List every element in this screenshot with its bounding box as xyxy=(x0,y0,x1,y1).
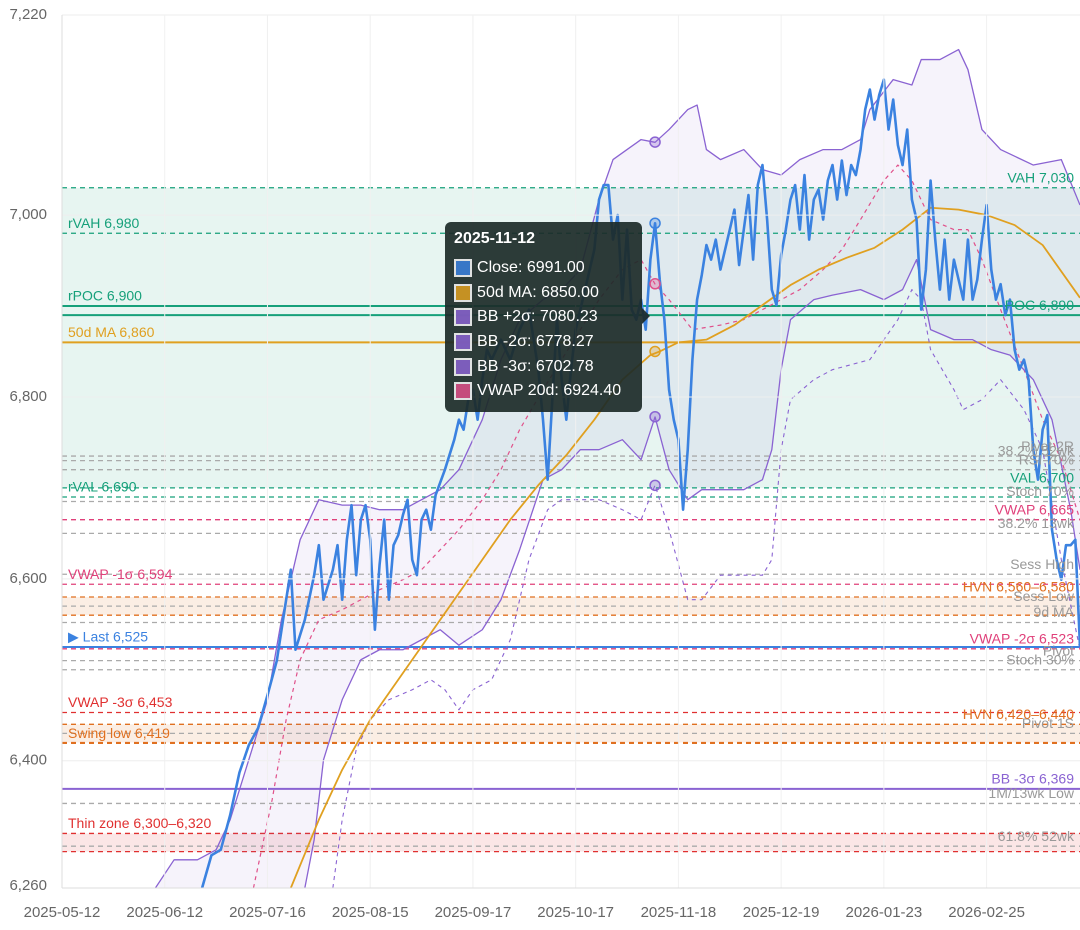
tooltip-name: BB -2σ xyxy=(477,333,536,351)
level-label: 61.8% 52wk xyxy=(998,828,1075,844)
tooltip-row: BB -3σ6702.78 xyxy=(454,354,633,379)
level-label: rPOC 6,900 xyxy=(68,288,142,304)
x-tick-label: 2025-11-18 xyxy=(641,904,717,921)
tooltip-value: 7080.23 xyxy=(539,308,598,326)
y-tick-label: 6,400 xyxy=(9,752,47,769)
level-label: Stoch 70% xyxy=(1006,483,1074,499)
tooltip-row: VWAP 20d6924.40 xyxy=(454,379,633,404)
hover-point xyxy=(649,136,661,148)
tooltip-swatch xyxy=(454,382,473,401)
tooltip-swatch xyxy=(454,283,473,302)
hover-point xyxy=(649,410,661,423)
tooltip-row: BB +2σ7080.23 xyxy=(454,305,633,330)
x-tick-label: 2025-05-12 xyxy=(24,904,101,921)
level-label: Thin zone 6,300–6,320 xyxy=(68,815,211,831)
level-label: rVAL 6,690 xyxy=(68,479,137,495)
tooltip-swatch xyxy=(454,333,473,352)
level-label: VAH 7,030 xyxy=(1007,169,1074,185)
y-tick-label: 7,000 xyxy=(9,206,47,223)
tooltip-value: 6924.40 xyxy=(563,382,622,400)
tooltip-name: VWAP 20d xyxy=(477,382,563,400)
level-label: 9d MA xyxy=(1034,604,1075,620)
level-label: VWAP -1σ 6,594 xyxy=(68,566,173,582)
level-label: VAL 6,700 xyxy=(1010,470,1074,486)
tooltip-name: Close xyxy=(477,259,527,277)
level-label: 38.2% 52wk xyxy=(998,442,1075,458)
level-label: 50d MA 6,860 xyxy=(68,324,155,340)
series-line xyxy=(154,48,1080,888)
tooltip-value: 6850.00 xyxy=(541,283,599,301)
level-label: VWAP 6,665 xyxy=(995,501,1075,517)
level-label: VWAP -2σ 6,523 xyxy=(970,631,1075,647)
y-tick-label: 7,220 xyxy=(9,6,47,23)
level-label: Pivot 1S xyxy=(1022,715,1074,731)
level-label: Pivot 2R xyxy=(1021,438,1074,454)
plot-area xyxy=(62,48,1080,888)
level-label: HVN 6,560–6,580 xyxy=(963,579,1075,595)
level-label: RSI 70% xyxy=(1019,451,1074,467)
series-line xyxy=(289,206,1080,888)
tooltip-name: BB +2σ xyxy=(477,308,540,326)
y-tick-label: 6,260 xyxy=(9,877,47,894)
tooltip-name: BB -3σ xyxy=(477,358,536,376)
tooltip-date: 2025-11-12 xyxy=(454,230,536,247)
y-tick-label: 6,800 xyxy=(9,388,47,405)
level-label: BB -3σ 6,369 xyxy=(991,771,1074,787)
tooltip-value: 6991.00 xyxy=(526,259,585,277)
x-tick-label: 2025-07-16 xyxy=(229,904,306,921)
tooltip-row: 50d MA6850.00 xyxy=(454,281,633,306)
x-tick-label: 2025-12-19 xyxy=(743,904,820,921)
hover-point xyxy=(649,217,661,229)
level-label: Stoch 30% xyxy=(1006,651,1074,667)
tooltip-swatch xyxy=(454,308,473,327)
level-label: 1M/13wk Low xyxy=(988,785,1074,801)
level-label: HVN 6,420–6,440 xyxy=(963,706,1075,722)
level-label: Pivot xyxy=(1043,642,1074,658)
y-tick-label: 6,600 xyxy=(9,570,47,587)
level-label: Sess High xyxy=(1010,556,1074,572)
x-tick-label: 2026-02-25 xyxy=(948,904,1025,921)
x-tick-label: 2025-06-12 xyxy=(126,904,203,921)
level-label: rVAH 6,980 xyxy=(68,215,140,231)
tooltip-value: 6702.78 xyxy=(535,357,594,375)
zone xyxy=(62,833,1080,852)
band-fill xyxy=(155,49,1080,888)
tooltip-value: 6778.27 xyxy=(535,333,594,351)
x-tick-label: 2025-08-15 xyxy=(332,904,409,921)
level-label: Swing low 6,419 xyxy=(68,725,170,741)
x-tick-label: 2025-09-17 xyxy=(435,904,512,921)
hover-point xyxy=(649,278,661,290)
series-line xyxy=(332,289,1080,888)
level-label: 38.2% 13wk xyxy=(998,515,1075,531)
tooltip-swatch xyxy=(454,259,473,278)
level-label: POC 6,890 xyxy=(1005,297,1074,313)
x-tick-label: 2025-10-17 xyxy=(537,904,614,921)
hover-point xyxy=(649,479,661,492)
tooltip-row: BB -2σ6778.27 xyxy=(454,330,633,355)
tooltip-name: 50d MA xyxy=(477,284,541,302)
level-label: ▶ Last 6,525 xyxy=(68,629,148,645)
level-label: VWAP -3σ 6,453 xyxy=(68,694,173,710)
series-line xyxy=(304,258,1080,888)
x-tick-label: 2026-01-23 xyxy=(846,904,923,921)
hover-point xyxy=(649,345,661,358)
tooltip-swatch xyxy=(454,357,473,376)
tooltip-row: Close6991.00 xyxy=(454,256,633,281)
series-line xyxy=(200,78,1080,888)
level-label: Sess Low xyxy=(1013,588,1075,604)
